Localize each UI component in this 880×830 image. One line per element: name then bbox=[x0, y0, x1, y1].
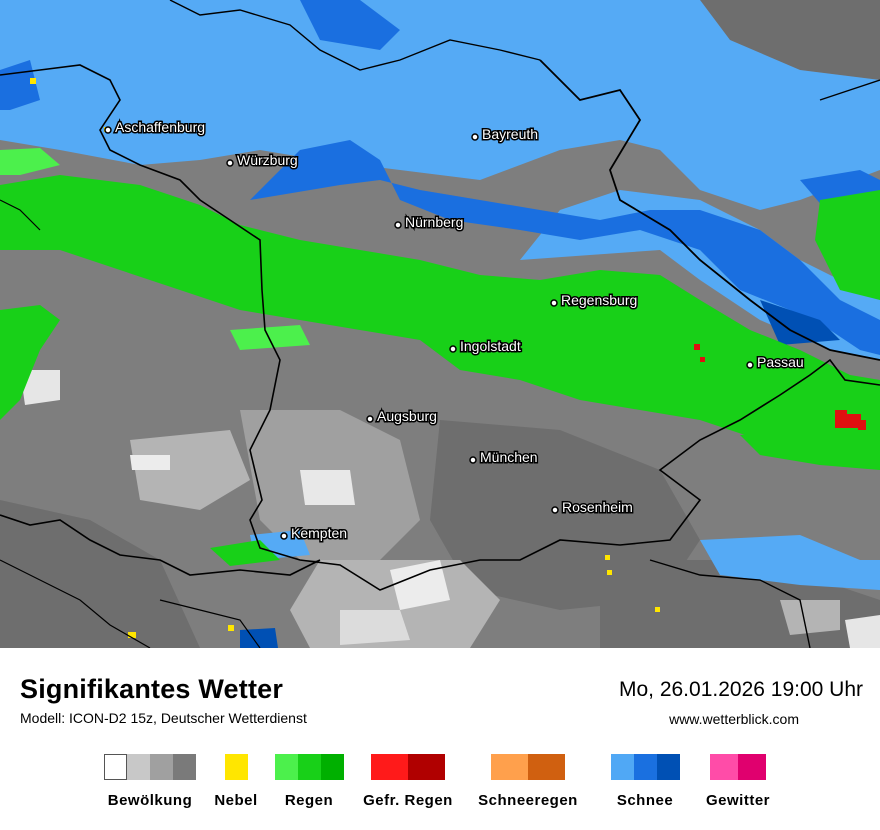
city-rosenheim[interactable]: Rosenheim bbox=[551, 498, 634, 517]
legend-swatches bbox=[696, 754, 780, 780]
legend-cloud: Bewölkung bbox=[100, 754, 200, 809]
legend-swatch bbox=[710, 754, 738, 780]
website-link[interactable]: www.wetterblick.com bbox=[669, 711, 799, 727]
map-title: Signifikantes Wetter bbox=[20, 674, 284, 704]
city-label: Regensburg bbox=[561, 292, 637, 308]
legend-swatch bbox=[371, 754, 408, 780]
legend-fog: Nebel bbox=[206, 754, 266, 809]
legend: Bewölkung Nebel Regen Gefr. Regen bbox=[0, 754, 880, 824]
city-bayreuth[interactable]: Bayreuth bbox=[471, 125, 540, 144]
legend-thunderstorm: Gewitter bbox=[696, 754, 780, 809]
legend-swatches bbox=[274, 754, 344, 780]
legend-label: Schnee bbox=[616, 792, 674, 809]
legend-label: Bewölkung bbox=[107, 792, 193, 809]
legend-swatch bbox=[224, 754, 248, 780]
legend-swatch bbox=[104, 754, 127, 780]
legend-snow: Schnee bbox=[600, 754, 690, 809]
city-label: Würzburg bbox=[237, 152, 298, 168]
legend-swatch bbox=[127, 754, 150, 780]
legend-swatches bbox=[470, 754, 586, 780]
legend-sleet: Schneeregen bbox=[470, 754, 586, 809]
legend-swatch bbox=[150, 754, 173, 780]
city-nuernberg[interactable]: Nürnberg bbox=[394, 213, 465, 232]
legend-swatch bbox=[738, 754, 766, 780]
model-info: Modell: ICON-D2 15z, Deutscher Wetterdie… bbox=[20, 710, 307, 726]
city-label: München bbox=[480, 449, 538, 465]
legend-swatch bbox=[408, 754, 445, 780]
legend-swatches bbox=[206, 754, 266, 780]
city-label: Bayreuth bbox=[482, 126, 538, 142]
legend-swatch bbox=[274, 754, 298, 780]
city-augsburg[interactable]: Augsburg bbox=[366, 407, 438, 426]
city-markers: Aschaffenburg Würzburg Bayreuth Nürnberg… bbox=[104, 118, 805, 543]
freezing-rain-area bbox=[694, 344, 866, 430]
legend-swatch bbox=[320, 754, 344, 780]
map-canvas: Aschaffenburg Würzburg Bayreuth Nürnberg… bbox=[0, 0, 880, 648]
legend-swatch bbox=[528, 754, 565, 780]
legend-label: Schneeregen bbox=[478, 792, 578, 809]
legend-label: Gefr. Regen bbox=[363, 792, 453, 809]
city-passau[interactable]: Passau bbox=[746, 353, 805, 372]
legend-freezing-rain: Gefr. Regen bbox=[356, 754, 460, 809]
city-kempten[interactable]: Kempten bbox=[280, 524, 349, 543]
weather-map: Aschaffenburg Würzburg Bayreuth Nürnberg… bbox=[0, 0, 880, 648]
legend-swatches bbox=[100, 754, 200, 780]
city-ingolstadt[interactable]: Ingolstadt bbox=[449, 337, 522, 356]
map-footer: Signifikantes Wetter Modell: ICON-D2 15z… bbox=[0, 648, 880, 830]
city-label: Augsburg bbox=[377, 408, 437, 424]
city-label: Rosenheim bbox=[562, 499, 633, 515]
city-label: Nürnberg bbox=[405, 214, 463, 230]
borders bbox=[0, 0, 880, 648]
forecast-datetime: Mo, 26.01.2026 19:00 Uhr bbox=[618, 678, 863, 701]
city-label: Ingolstadt bbox=[460, 338, 521, 354]
legend-swatch bbox=[297, 754, 321, 780]
legend-swatch bbox=[610, 754, 634, 780]
city-regensburg[interactable]: Regensburg bbox=[550, 291, 639, 310]
legend-swatch bbox=[491, 754, 528, 780]
legend-label: Nebel bbox=[214, 792, 258, 809]
city-muenchen[interactable]: München bbox=[469, 448, 539, 467]
rain-area bbox=[0, 148, 880, 566]
legend-label: Gewitter bbox=[705, 792, 770, 809]
city-label: Kempten bbox=[291, 525, 347, 541]
legend-swatch bbox=[656, 754, 680, 780]
legend-swatch bbox=[173, 754, 196, 780]
city-aschaffenburg[interactable]: Aschaffenburg bbox=[104, 118, 207, 137]
cloud-dark-patches bbox=[0, 0, 880, 648]
legend-swatches bbox=[356, 754, 460, 780]
legend-swatches bbox=[600, 754, 690, 780]
legend-swatch bbox=[633, 754, 657, 780]
city-label: Aschaffenburg bbox=[115, 119, 205, 135]
legend-label: Regen bbox=[284, 792, 334, 809]
city-label: Passau bbox=[757, 354, 804, 370]
city-wuerzburg[interactable]: Würzburg bbox=[226, 151, 299, 170]
legend-rain: Regen bbox=[274, 754, 344, 809]
